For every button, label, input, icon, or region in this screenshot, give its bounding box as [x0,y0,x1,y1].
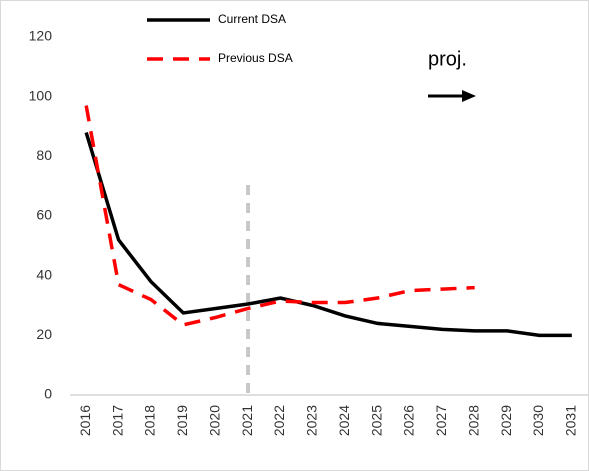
x-tick-label: 2020 [206,405,222,436]
y-tick-label: 20 [36,326,52,342]
y-tick-label: 0 [44,386,52,402]
y-tick-label: 120 [29,28,53,44]
series-line [84,131,572,338]
y-tick-label: 100 [29,87,53,103]
y-tick-label: 80 [36,147,52,163]
x-tick-label: 2027 [433,405,449,436]
x-tick-label: 2019 [174,405,190,436]
x-tick-label: 2028 [465,405,481,436]
x-tick-label: 2021 [239,405,255,436]
y-tick-label: 60 [36,207,52,223]
x-tick-label: 2031 [563,405,579,436]
x-tick-label: 2016 [77,405,93,436]
x-tick-label: 2022 [271,405,287,436]
y-tick-label: 40 [36,266,52,282]
x-tick-label: 2024 [336,405,352,436]
x-tick-label: 2017 [109,405,125,436]
x-tick-label: 2018 [142,405,158,436]
x-tick-label: 2030 [530,405,546,436]
x-tick-label: 2025 [368,405,384,436]
legend-label: Previous DSA [218,51,293,65]
arrow-head [462,90,476,102]
legend-label: Current DSA [218,12,286,26]
x-tick-label: 2026 [401,405,417,436]
series-line [84,105,475,327]
x-tick-label: 2029 [498,405,514,436]
x-tick-label: 2023 [304,405,320,436]
annotation: proj. [428,48,467,70]
